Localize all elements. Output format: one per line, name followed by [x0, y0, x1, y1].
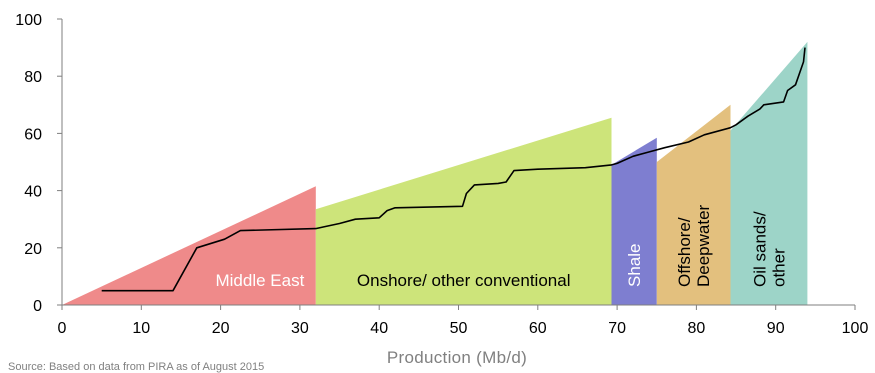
region-label-line: Offshore/ [675, 217, 694, 287]
axes-layer: 0 10 20 30 40 50 60 70 80 90 100 0 20 40 60 80 100 [15, 12, 868, 337]
region-label-onshore-other-conventional: Onshore/ other conventional [357, 271, 571, 290]
regions-layer [62, 41, 808, 306]
region-label-middle-east: Middle East [215, 271, 304, 290]
y-tick-label: 80 [24, 69, 42, 86]
x-tick-label: 70 [608, 320, 626, 337]
x-tick-label: 30 [291, 320, 309, 337]
y-tick-label: 40 [24, 184, 42, 201]
x-tick-label: 20 [212, 320, 230, 337]
y-tick-label: 60 [24, 126, 42, 143]
region-label-line: Deepwater [694, 204, 713, 287]
region-shale [611, 137, 657, 305]
x-tick-label: 90 [767, 320, 785, 337]
x-tick-label: 10 [132, 320, 150, 337]
region-onshore-other-conventional [315, 117, 612, 305]
cost-curve-line [101, 47, 806, 292]
source-note: Source: Based on data from PIRA as of Au… [8, 361, 264, 373]
region-label-text: Onshore/ other conventional [357, 271, 571, 290]
x-tick-label: 60 [529, 320, 547, 337]
region-label-oil-sands-other: Oil sands/other [751, 211, 789, 287]
region-label-shale: Shale [625, 244, 644, 287]
x-axis-label: Production (Mb/d) [387, 348, 527, 367]
region-label-text: Middle East [215, 271, 304, 290]
x-tick-label: 40 [370, 320, 388, 337]
region-label-line: Oil sands/ [751, 211, 770, 287]
y-tick-label: 100 [15, 12, 42, 29]
region-label-line: Shale [625, 244, 644, 287]
series-layer [101, 47, 806, 292]
region-labels-layer: Middle East Onshore/ other conventional Sh… [215, 204, 788, 290]
region-label-line: other [770, 248, 789, 287]
region-label-offshore-deepwater: Offshore/Deepwater [675, 204, 713, 287]
y-tick-label: 20 [24, 241, 42, 258]
y-tick-label: 0 [33, 298, 42, 315]
region-offshore-deepwater [656, 104, 731, 305]
x-tick-label: 0 [58, 320, 67, 337]
x-tick-label: 80 [688, 320, 706, 337]
x-tick-label: 50 [450, 320, 468, 337]
x-tick-label: 100 [842, 320, 869, 337]
region-middle-east [62, 186, 316, 305]
region-oil-sands-other [730, 41, 808, 306]
